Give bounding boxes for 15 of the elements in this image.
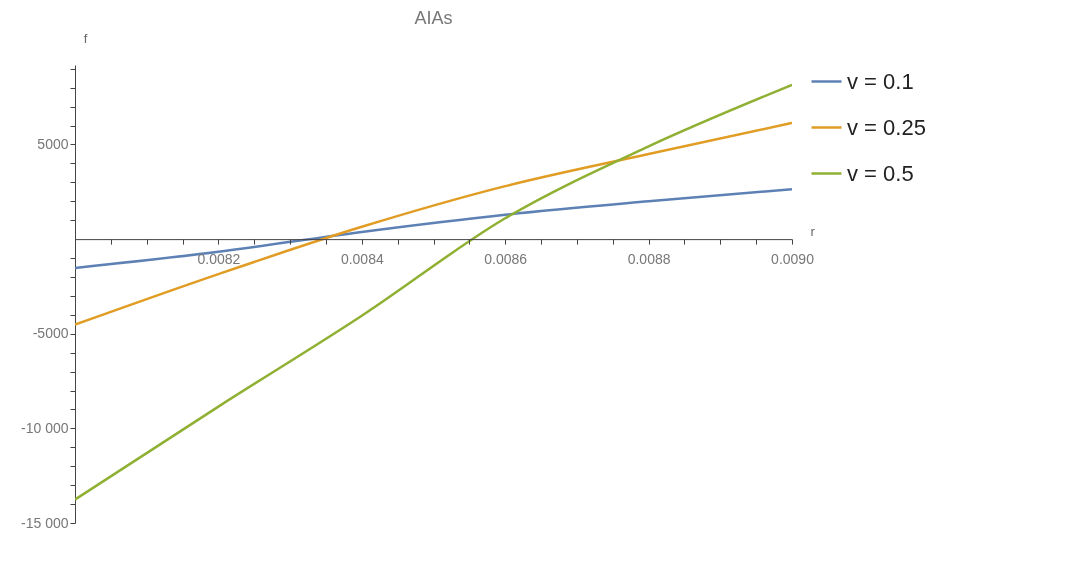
y-tick-label: -10 000 xyxy=(21,419,69,436)
y-tick-label: 5000 xyxy=(37,135,69,152)
x-axis-title: r xyxy=(810,223,816,239)
x-tick-label: 0.0086 xyxy=(484,250,528,267)
y-tick-label: -5000 xyxy=(32,325,69,342)
y-axis-title: f xyxy=(83,30,88,46)
legend-label: v = 0.25 xyxy=(847,114,926,140)
y-tick-label: -15 000 xyxy=(21,514,69,531)
legend-label: v = 0.5 xyxy=(847,160,914,186)
x-tick-label: 0.0090 xyxy=(771,250,815,267)
chart-title: AIAs xyxy=(414,8,453,28)
legend-label: v = 0.1 xyxy=(847,68,914,94)
x-tick-label: 0.0084 xyxy=(340,250,384,267)
x-tick-label: 0.0088 xyxy=(627,250,671,267)
x-tick-label: 0.0082 xyxy=(197,250,241,267)
